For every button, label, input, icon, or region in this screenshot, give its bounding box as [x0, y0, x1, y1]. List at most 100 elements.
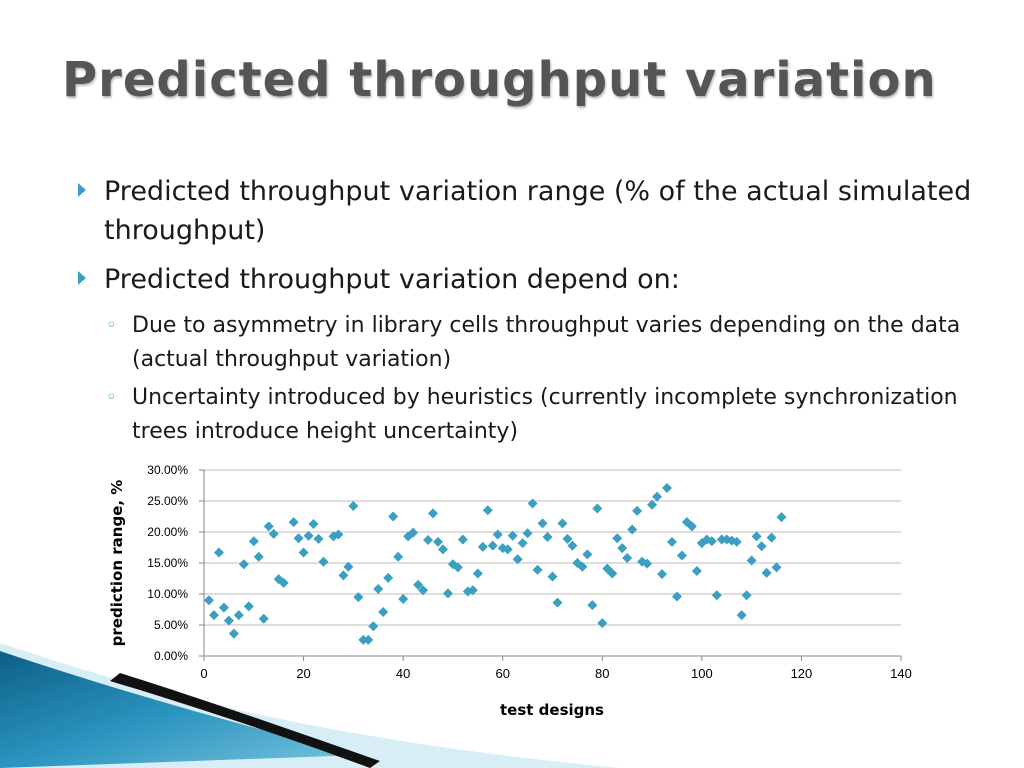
data-point — [398, 593, 409, 604]
data-point — [288, 517, 299, 528]
data-point — [607, 568, 618, 579]
data-point — [467, 585, 478, 596]
data-point — [622, 553, 633, 564]
data-point — [432, 536, 443, 547]
circle-bullet-icon: ◦ — [106, 315, 117, 336]
data-point — [517, 538, 528, 549]
bullet-item: Predicted throughput variation range (% … — [78, 172, 978, 250]
data-point — [647, 499, 658, 510]
data-point — [343, 561, 354, 572]
bullet-text: Predicted throughput variation range (% … — [104, 176, 972, 246]
data-point — [766, 532, 777, 543]
data-point — [278, 577, 289, 588]
data-point — [303, 530, 314, 541]
data-point — [691, 566, 702, 577]
data-point — [617, 543, 628, 554]
y-tick-label: 15.00% — [147, 556, 188, 570]
sub-bullet-item: ◦ Uncertainty introduced by heuristics (… — [106, 381, 978, 449]
data-point — [388, 511, 399, 522]
data-point — [706, 536, 717, 547]
x-tick-label: 20 — [296, 666, 310, 681]
data-point — [612, 533, 623, 544]
wave-dark-stripe — [110, 673, 380, 768]
data-point — [413, 579, 424, 590]
x-axis-label: test designs — [500, 701, 604, 719]
y-tick-label: 5.00% — [154, 618, 188, 632]
data-point — [368, 621, 379, 632]
data-point — [268, 528, 279, 539]
x-tick-label: 40 — [396, 666, 410, 681]
data-point — [657, 569, 668, 580]
data-point — [537, 518, 548, 529]
data-point — [338, 570, 349, 581]
data-point — [418, 585, 429, 596]
data-point — [532, 564, 543, 575]
data-point — [776, 512, 787, 523]
bullet-text: Predicted throughput variation depend on… — [104, 264, 680, 295]
data-point — [676, 550, 687, 561]
data-point — [243, 601, 254, 612]
data-point — [313, 533, 324, 544]
data-point — [567, 540, 578, 551]
data-point — [233, 610, 244, 621]
data-point — [552, 597, 563, 608]
wave-blue-band — [0, 651, 360, 768]
data-point — [472, 568, 483, 579]
data-point — [218, 602, 229, 613]
data-point — [203, 595, 214, 606]
data-point — [681, 517, 692, 528]
data-point — [666, 536, 677, 547]
y-axis-label: prediction range, % — [108, 480, 126, 647]
circle-bullet-icon: ◦ — [106, 387, 117, 408]
data-point — [408, 527, 419, 538]
data-point — [751, 531, 762, 542]
data-point — [686, 521, 697, 532]
data-point — [333, 529, 344, 540]
data-point — [378, 606, 389, 617]
data-point — [662, 482, 673, 493]
data-point — [736, 610, 747, 621]
data-point — [457, 534, 468, 545]
data-point — [542, 531, 553, 542]
sub-bullet-text: Uncertainty introduced by heuristics (cu… — [132, 385, 958, 444]
data-point — [487, 540, 498, 551]
x-tick-label: 140 — [890, 666, 912, 681]
data-point — [482, 505, 493, 516]
sub-bullet-item: ◦ Due to asymmetry in library cells thro… — [106, 309, 978, 377]
data-point — [592, 503, 603, 514]
data-point — [353, 592, 364, 603]
data-point — [213, 547, 224, 558]
data-point — [437, 544, 448, 555]
data-point — [393, 551, 404, 562]
data-point — [228, 628, 239, 639]
data-point — [522, 528, 533, 539]
data-point — [771, 562, 782, 573]
data-point — [442, 588, 453, 599]
data-point — [223, 615, 234, 626]
data-point — [253, 551, 264, 562]
y-tick-label: 20.00% — [147, 525, 188, 539]
data-point — [263, 521, 274, 532]
data-point — [363, 634, 374, 645]
data-point — [373, 584, 384, 595]
data-point — [597, 618, 608, 629]
triangle-bullet-icon — [78, 183, 86, 197]
data-point — [602, 563, 613, 574]
x-tick-label: 100 — [691, 666, 713, 681]
y-tick-label: 30.00% — [147, 463, 188, 477]
data-point — [746, 555, 757, 566]
data-point — [627, 524, 638, 535]
x-tick-label: 60 — [495, 666, 509, 681]
chart-grid — [199, 469, 902, 661]
data-point — [318, 556, 329, 567]
decorative-wave — [0, 643, 620, 768]
data-point — [403, 531, 414, 542]
data-point — [348, 500, 359, 511]
chart-points — [203, 482, 787, 645]
data-point — [562, 533, 573, 544]
data-point — [557, 518, 568, 529]
sub-bullet-text: Due to asymmetry in library cells throug… — [132, 313, 961, 372]
data-point — [761, 567, 772, 578]
data-point — [238, 559, 249, 570]
data-point — [637, 556, 648, 567]
